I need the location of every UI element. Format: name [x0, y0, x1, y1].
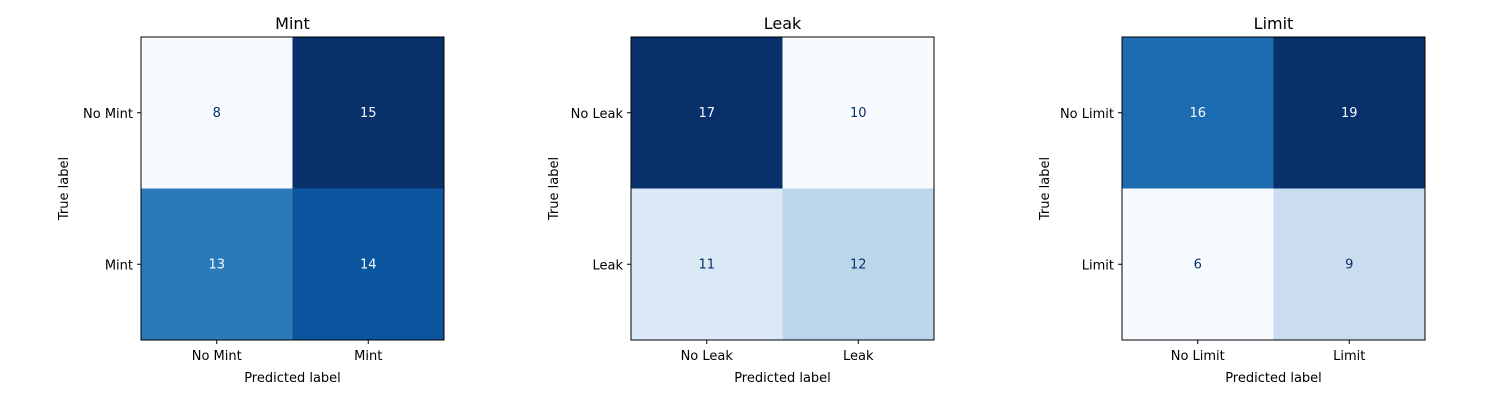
matrix-cell [1273, 37, 1425, 189]
cell-value-label: 16 [1189, 106, 1206, 121]
cell-value-label: 9 [1345, 257, 1353, 272]
cell-value-label: 12 [850, 257, 867, 272]
cell-value-label: 6 [1194, 257, 1202, 272]
y-tick-label: Limit [1082, 258, 1114, 273]
cell-value-label: 13 [208, 257, 225, 272]
y-axis-label: True label [547, 157, 562, 221]
x-axis-label: Predicted label [1225, 371, 1322, 386]
matrix-cell [631, 37, 783, 189]
matrix-cell [1273, 188, 1425, 340]
cell-value-label: 19 [1341, 106, 1358, 121]
plot-frame [630, 36, 935, 341]
chart-title: Limit [1254, 14, 1294, 33]
cell-value-label: 11 [698, 257, 715, 272]
matrix-cell [782, 37, 934, 189]
matrix-cell [1122, 37, 1274, 189]
chart-title: Mint [275, 14, 310, 33]
matrix-cell [631, 188, 783, 340]
chart-title: Leak [764, 14, 802, 33]
confusion-matrix-2: 16 19 6 9 Limit No Limit Limit No Limit Limit Pre… [1038, 14, 1426, 386]
plot-frame [140, 36, 445, 341]
matrix-cell [292, 37, 444, 189]
cell-value-label: 17 [698, 106, 715, 121]
matrix-cell [782, 188, 934, 340]
x-tick-label: Leak [843, 349, 874, 364]
matrix-cell [141, 37, 293, 189]
matrix-cell [141, 188, 293, 340]
cell-value-label: 15 [360, 106, 377, 121]
x-tick-label: No Limit [1171, 349, 1225, 364]
matrix-cell [292, 188, 444, 340]
y-tick-label: No Limit [1060, 107, 1114, 122]
confusion-matrix-1: 17 10 11 12 Leak No Leak Leak No Leak Leak Predic… [547, 14, 935, 386]
x-tick-label: Mint [354, 349, 382, 364]
matrix-cell [1122, 188, 1274, 340]
cell-value-label: 10 [850, 106, 867, 121]
plot-frame [1121, 36, 1426, 341]
x-axis-label: Predicted label [244, 371, 341, 386]
y-axis-label: True label [57, 157, 72, 221]
y-axis-label: True label [1038, 157, 1053, 221]
x-axis-label: Predicted label [734, 371, 831, 386]
x-tick-label: No Mint [192, 349, 242, 364]
confusion-matrix-0: 8 15 13 14 Mint No Mint Mint No Mint Mint Predict… [57, 14, 445, 386]
cell-value-label: 14 [360, 257, 377, 272]
y-tick-label: Leak [592, 258, 623, 273]
cell-value-label: 8 [213, 106, 221, 121]
y-tick-label: No Mint [83, 107, 133, 122]
x-tick-label: No Leak [681, 349, 734, 364]
y-tick-label: No Leak [571, 107, 624, 122]
x-tick-label: Limit [1333, 349, 1365, 364]
y-tick-label: Mint [105, 258, 133, 273]
